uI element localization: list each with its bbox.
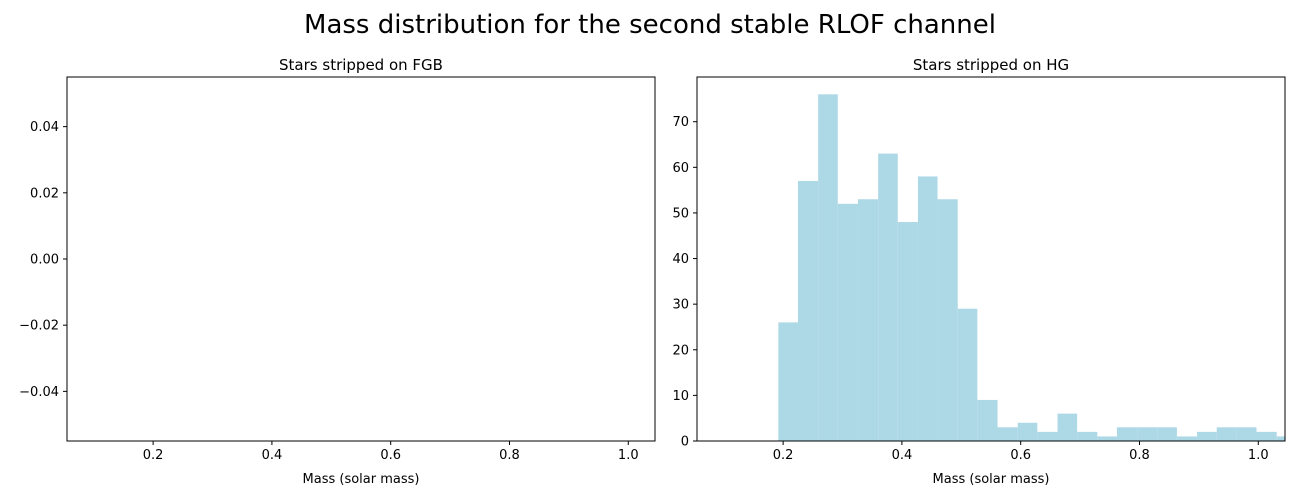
hg-histogram-bar [1097,436,1117,441]
fgb-y-tick-label: 0.00 [30,253,59,268]
hg-y-tick-label: 10 [672,389,689,404]
hg-y-tick-label: 40 [672,252,689,267]
hg-histogram-bar [1256,431,1277,441]
hg-histogram-bar [797,181,819,441]
fgb-y-tick-label: −0.04 [19,385,59,400]
fgb-x-tick-label: 1.0 [618,448,639,463]
hg-histogram-bar [778,322,798,441]
fgb-histogram-panel: Stars stripped on FGB Mass (solar mass) … [19,56,656,487]
fgb-panel-title: Stars stripped on FGB [279,56,443,74]
hg-histogram-bar [1037,431,1058,441]
hg-histogram-bar [1116,427,1138,441]
hg-y-tick-label: 0 [681,435,689,450]
figure-suptitle: Mass distribution for the second stable … [304,10,996,40]
hg-histogram-bar [857,199,879,441]
fgb-x-tick-label: 0.4 [262,448,283,463]
hg-x-tick-label: 0.2 [773,448,794,463]
hg-x-tick-label: 0.8 [1129,448,1150,463]
hg-y-tick-label: 50 [672,206,689,221]
hg-histogram-bar [977,399,998,441]
fgb-y-tick-label: 0.04 [30,120,59,135]
fgb-y-tick-label: 0.02 [30,186,59,201]
hg-histogram-bar [1137,427,1158,441]
hg-histogram-bar [997,427,1018,441]
fgb-axes-frame [66,76,656,442]
hg-histogram-bar [818,94,838,441]
hg-histogram-bar [897,222,918,441]
hg-histogram-bar [878,153,898,441]
hg-panel-title: Stars stripped on HG [913,56,1069,74]
hg-histogram-bar [1077,431,1098,441]
hg-histogram-bar [957,308,978,441]
hg-histogram-bar [1276,436,1285,441]
hg-histogram-bar [1236,427,1257,441]
hg-histogram-bar [1057,413,1078,441]
fgb-x-tick-label: 0.2 [143,448,164,463]
hg-x-axis-label: Mass (solar mass) [933,472,1050,487]
hg-histogram-panel: Stars stripped on HG Mass (solar mass) 0… [672,56,1286,487]
hg-histogram-bar [1157,427,1177,441]
hg-y-tick-label: 70 [672,115,689,130]
hg-y-tick-label: 20 [672,343,689,358]
hg-x-tick-label: 0.4 [892,448,913,463]
hg-x-tick-label: 0.6 [1010,448,1031,463]
hg-histogram-bar [1176,436,1198,441]
hg-histogram-bar [1197,431,1217,441]
hg-histogram-bar [837,203,858,441]
hg-histogram-bar [937,199,958,441]
hg-histogram-bar [1017,422,1038,441]
hg-histogram-bar [1216,427,1237,441]
hg-y-tick-label: 60 [672,161,689,176]
hg-x-tick-label: 1.0 [1248,448,1269,463]
fgb-y-tick-label: −0.02 [19,319,59,334]
fgb-x-tick-label: 0.6 [380,448,401,463]
fgb-x-tick-label: 0.8 [499,448,520,463]
fgb-x-axis-label: Mass (solar mass) [303,472,420,487]
hg-y-tick-label: 30 [672,298,689,313]
hg-histogram-bar [917,176,938,441]
